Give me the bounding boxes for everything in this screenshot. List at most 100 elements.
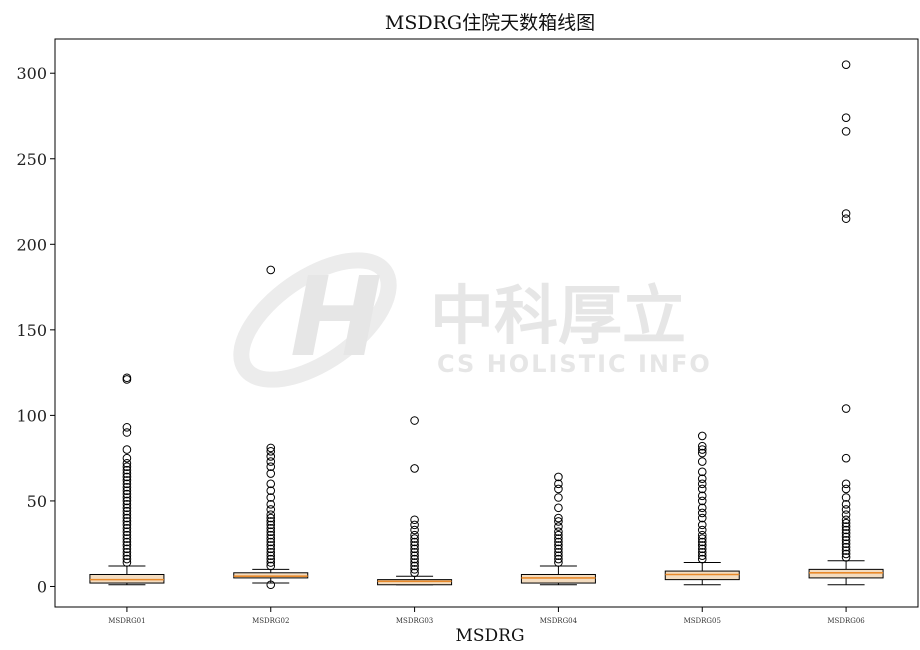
outlier-point	[841, 525, 851, 535]
outlier-point	[841, 209, 851, 218]
outlier-point	[841, 127, 851, 136]
outlier-point	[410, 554, 419, 564]
outlier-point	[697, 484, 707, 494]
box-iqr	[377, 579, 453, 586]
outlier-point	[410, 558, 419, 567]
outlier-point	[697, 513, 707, 523]
outlier-point	[266, 479, 276, 489]
box-iqr	[664, 570, 740, 581]
plot-frame	[54, 38, 919, 608]
outlier-point	[841, 553, 851, 562]
outlier-point	[697, 431, 707, 441]
box-group	[808, 60, 884, 586]
outlier-point	[266, 486, 276, 495]
outlier-point	[697, 508, 707, 518]
outlier-point	[697, 520, 707, 530]
outlier-point	[410, 544, 419, 554]
outlier-point	[266, 524, 276, 533]
outlier-point	[697, 525, 707, 535]
plot-area	[89, 60, 884, 590]
outlier-point	[266, 517, 276, 526]
outlier-point	[841, 453, 851, 463]
y-tick-label: 200	[16, 235, 47, 254]
outlier-point	[697, 534, 707, 543]
outlier-point	[697, 530, 707, 540]
outlier-point	[554, 479, 563, 489]
outlier-point	[266, 527, 276, 537]
outlier-point	[266, 462, 276, 472]
outlier-point	[122, 465, 132, 475]
x-axis-label: MSDRG	[455, 626, 524, 646]
outlier-point	[841, 529, 851, 538]
outlier-point	[410, 547, 419, 557]
outlier-point	[697, 496, 707, 506]
outlier-point	[841, 214, 851, 223]
y-tick-label: 100	[16, 406, 47, 425]
outlier-point	[266, 534, 276, 543]
outlier-point	[697, 554, 707, 564]
outlier-point	[841, 532, 851, 542]
outlier-point	[841, 500, 851, 509]
outlier-point	[410, 541, 419, 550]
outlier-point	[554, 551, 563, 560]
outlier-point	[266, 547, 276, 557]
outlier-point	[122, 445, 132, 454]
outlier-point	[841, 546, 851, 555]
box-iqr	[808, 568, 884, 579]
box-group	[89, 373, 165, 586]
outlier-point	[122, 524, 132, 533]
outlier-point	[122, 486, 132, 495]
outlier-point	[697, 537, 707, 547]
outlier-point	[122, 510, 132, 519]
outlier-point	[554, 517, 563, 526]
chart-title: MSDRG住院天数箱线图	[385, 12, 595, 34]
outlier-point	[122, 462, 132, 472]
x-tick-label: MSDRG05	[684, 617, 721, 625]
outlier-point	[266, 554, 276, 564]
outlier-point	[122, 375, 132, 384]
outlier-point	[554, 558, 563, 567]
outlier-point	[697, 479, 707, 489]
outlier-point	[697, 551, 707, 560]
outlier-point	[697, 467, 707, 477]
outlier-point	[122, 428, 132, 437]
outlier-point	[266, 541, 276, 550]
outlier-point	[841, 535, 851, 545]
outlier-point	[122, 373, 132, 383]
box-group	[233, 265, 309, 590]
y-tick-label: 300	[16, 64, 47, 83]
outlier-point	[554, 493, 563, 502]
outlier-point	[410, 525, 419, 535]
outlier-point	[266, 469, 276, 478]
outlier-point	[410, 568, 419, 578]
outlier-point	[841, 542, 851, 552]
outlier-point	[841, 518, 851, 528]
outlier-point	[266, 544, 276, 554]
outlier-point	[122, 472, 132, 482]
x-tick-label: MSDRG04	[540, 617, 578, 625]
outlier-point	[554, 527, 563, 537]
outlier-point	[122, 503, 132, 513]
outlier-point	[410, 537, 419, 547]
outlier-point	[697, 491, 707, 501]
outlier-point	[122, 458, 132, 468]
outlier-point	[122, 534, 132, 543]
outlier-point	[122, 558, 132, 567]
outlier-point	[554, 541, 563, 550]
outlier-point	[841, 484, 851, 494]
outlier-point	[554, 522, 563, 531]
watermark-logo-letter: H	[290, 253, 382, 381]
x-tick-label: MSDRG01	[108, 617, 145, 625]
y-tick-label: 250	[16, 150, 47, 169]
outlier-point	[266, 520, 276, 530]
outlier-point	[554, 537, 563, 547]
outlier-point	[410, 551, 419, 560]
outlier-point	[841, 515, 851, 525]
outlier-point	[122, 489, 132, 499]
outlier-point	[841, 479, 851, 489]
outlier-point	[841, 522, 851, 531]
outlier-point	[410, 416, 419, 425]
outlier-point	[697, 448, 707, 458]
box-iqr	[520, 573, 596, 584]
